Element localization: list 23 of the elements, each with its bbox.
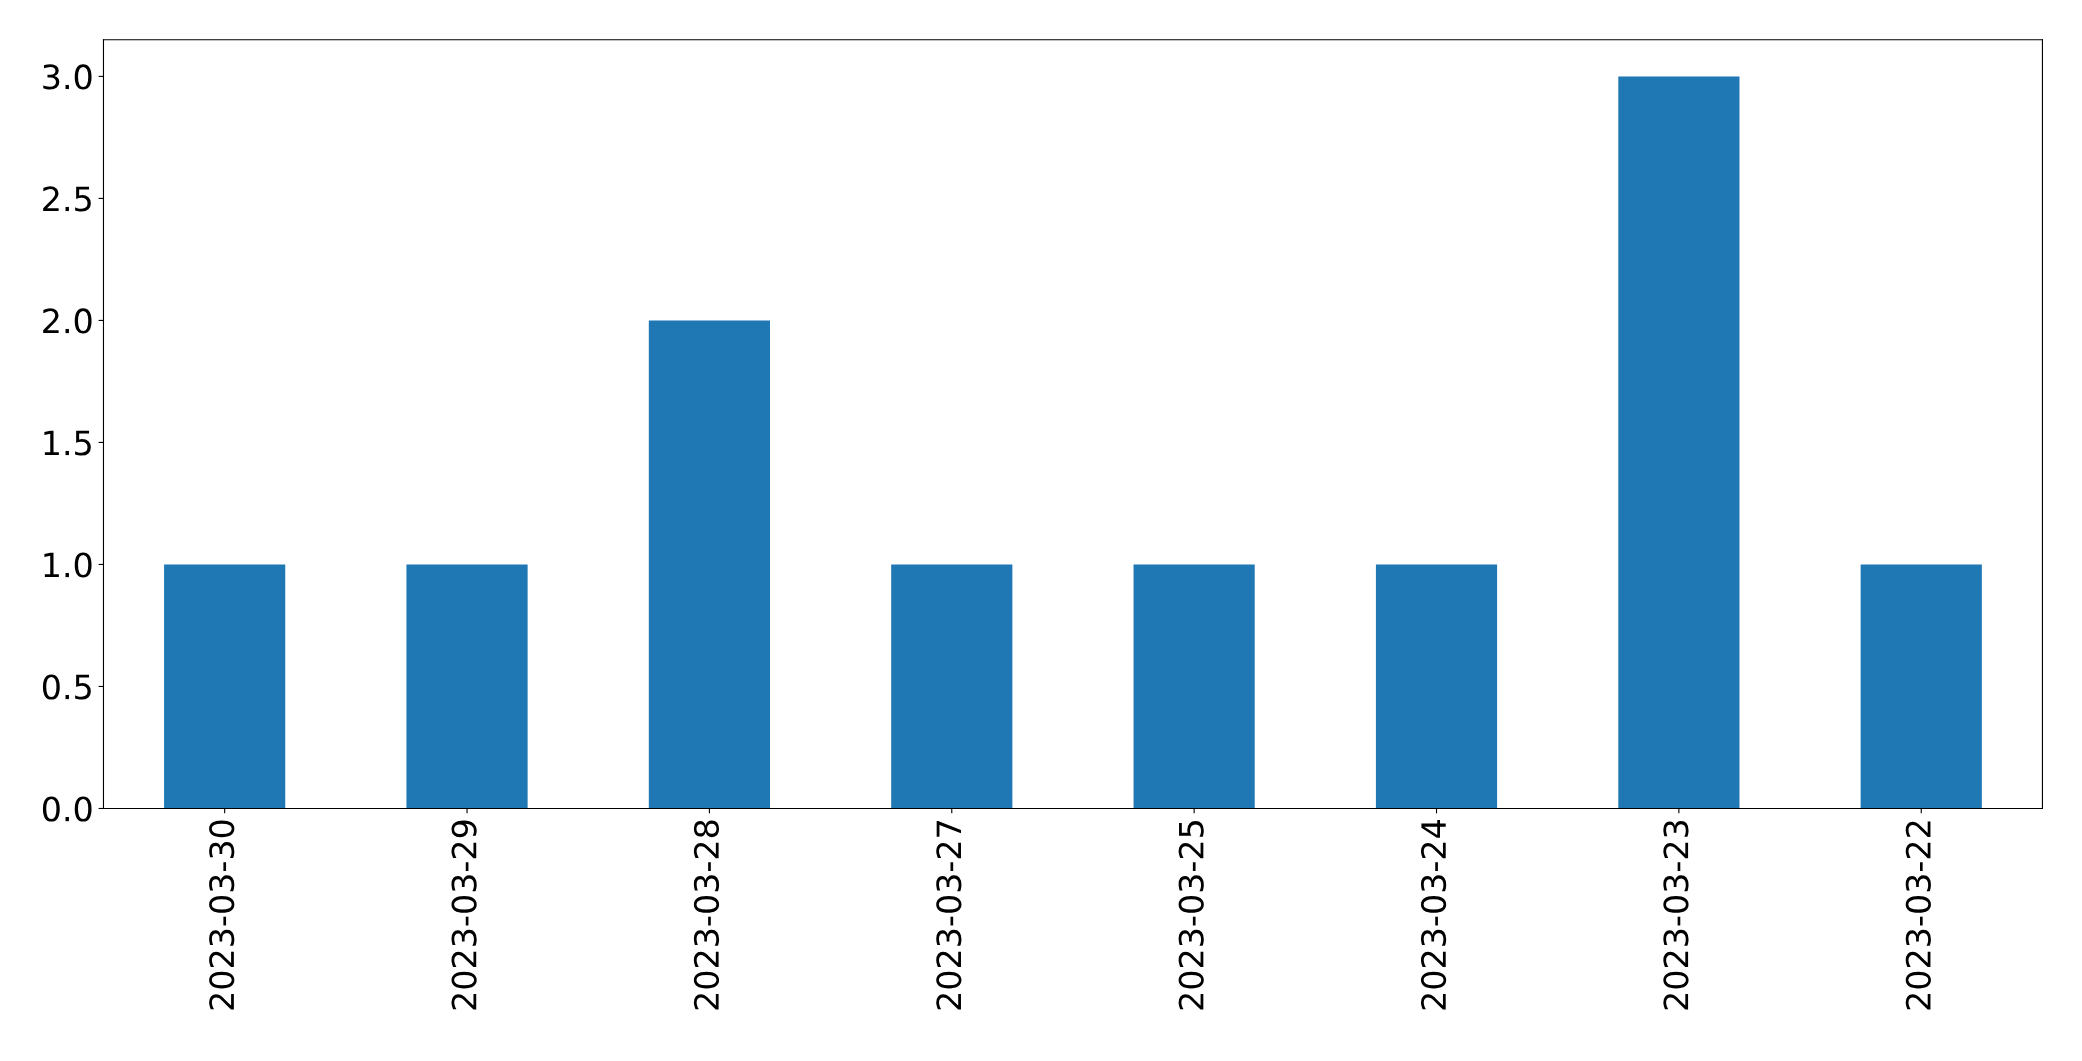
bar xyxy=(648,320,770,809)
bar xyxy=(1618,76,1740,809)
x-tick-label: 2023-03-29 xyxy=(451,820,477,1010)
bar xyxy=(1860,564,1982,809)
y-tick-label: 3.0 xyxy=(43,64,92,90)
bar xyxy=(891,564,1013,809)
x-tick-label: 2023-03-23 xyxy=(1663,820,1689,1010)
bar xyxy=(1375,564,1498,809)
bar xyxy=(164,564,286,809)
y-tick-label: 2.5 xyxy=(43,186,91,212)
bar xyxy=(406,564,528,809)
y-tick-label: 1.0 xyxy=(44,552,92,578)
bar xyxy=(1133,564,1255,809)
x-tick-label: 2023-03-22 xyxy=(1905,821,1931,1010)
y-tick-label: 1.5 xyxy=(44,430,91,456)
x-tick-label: 2023-03-28 xyxy=(693,820,720,1010)
y-tick-label: 0.5 xyxy=(42,674,91,700)
x-tick-label: 2023-03-25 xyxy=(1178,821,1204,1010)
x-tick-label: 2023-03-30 xyxy=(209,820,235,1010)
x-tick-label: 2023-03-27 xyxy=(936,821,962,1010)
x-tick-label: 2023-03-24 xyxy=(1420,820,1447,1010)
y-tick-label: 0.0 xyxy=(42,796,92,822)
y-tick-label: 2.0 xyxy=(43,308,92,334)
